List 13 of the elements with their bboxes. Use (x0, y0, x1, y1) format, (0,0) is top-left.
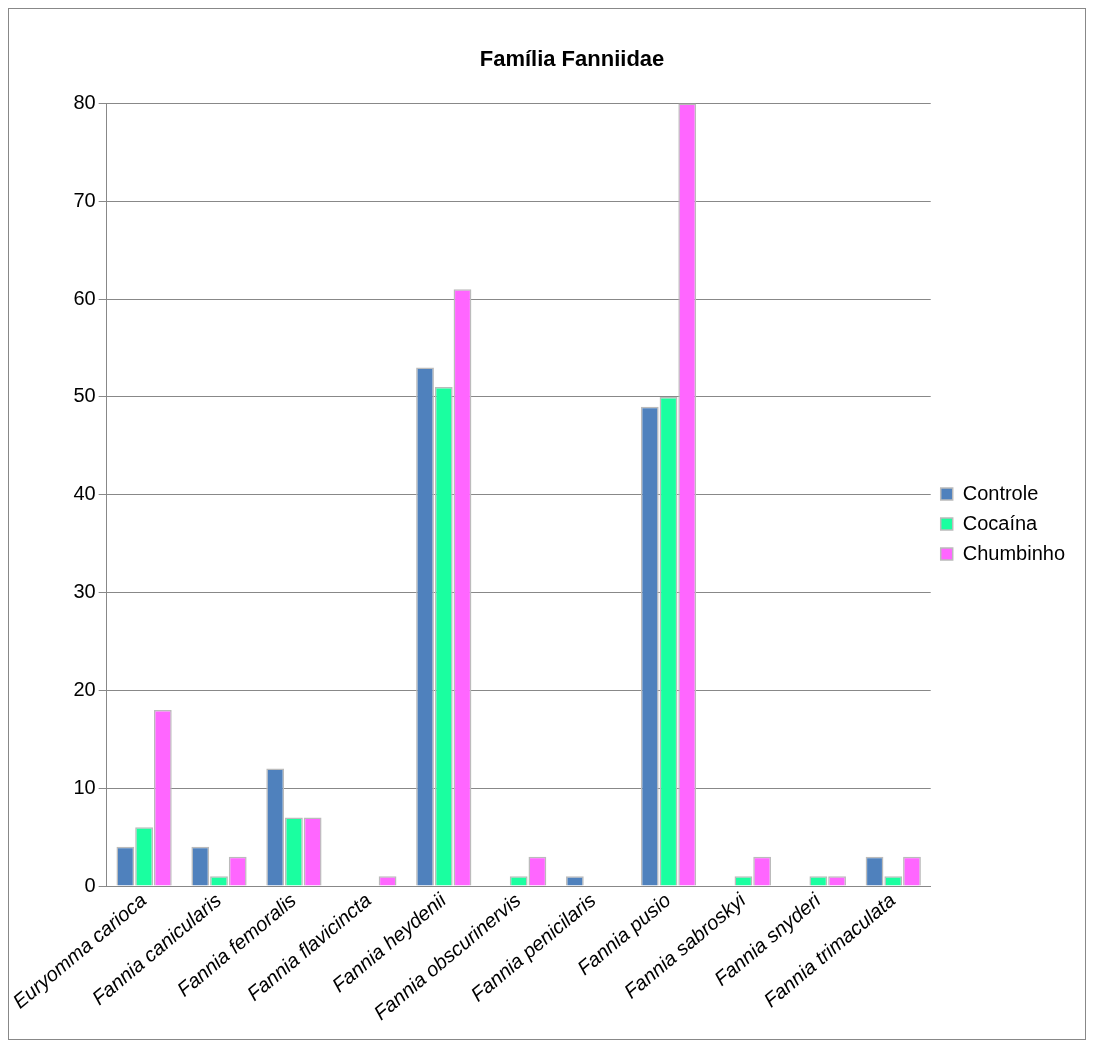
legend-label: Chumbinho (962, 541, 1066, 564)
chart-title: Família Fanniidae (479, 46, 665, 72)
y-tick-label: 10 (73, 775, 96, 798)
y-tick-label: 70 (73, 188, 96, 211)
y-tick-label: 80 (73, 90, 96, 113)
y-tick-label: 40 (73, 482, 96, 505)
y-tick-label: 30 (73, 580, 96, 603)
legend-label: Controle (962, 481, 1039, 504)
y-tick-label: 60 (73, 286, 96, 309)
y-tick-label: 20 (73, 677, 96, 700)
y-tick-label: 50 (73, 384, 96, 407)
y-tick-label: 0 (84, 873, 96, 896)
legend-label: Cocaína (962, 511, 1039, 534)
